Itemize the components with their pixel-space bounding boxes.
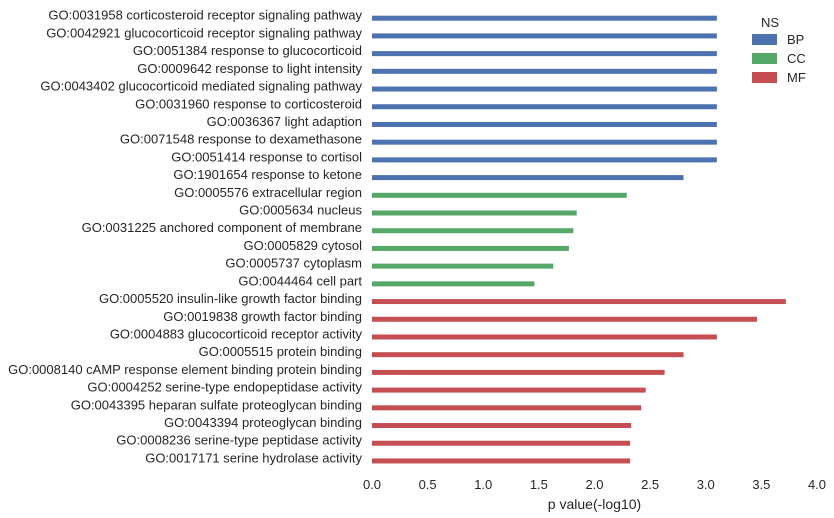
legend-swatch [752,53,777,64]
y-tick-label: GO:0017171 serine hydrolase activity [145,450,362,465]
bar [372,51,717,57]
x-tick-label: 3.5 [752,477,770,492]
x-tick-label: 4.0 [808,477,826,492]
legend-label: CC [787,51,806,66]
y-tick-label: GO:0008236 serine-type peptidase activit… [116,433,362,448]
y-tick-label: GO:0031225 anchored component of membran… [82,220,362,235]
x-tick-label: 2.0 [585,477,603,492]
bar [372,33,717,39]
y-tick-label: GO:1901654 response to ketone [173,167,362,182]
bar [372,245,569,251]
legend-title: NS [761,15,779,30]
bar [372,121,717,127]
y-tick-labels: GO:0031958 corticosteroid receptor signa… [8,8,362,466]
y-tick-label: GO:0005737 cytoplasm [225,256,362,271]
y-tick-label: GO:0008140 cAMP response element binding… [8,362,362,377]
x-tick-label: 3.0 [697,477,715,492]
bar [372,405,642,411]
x-tick-label: 0.0 [363,477,381,492]
y-tick-label: GO:0043402 glucocorticoid mediated signa… [40,79,362,94]
bar [372,440,631,446]
bars-layer [372,15,786,464]
bar [372,139,717,145]
bar [372,352,684,358]
bar [372,175,684,181]
y-tick-label: GO:0009642 response to light intensity [137,61,362,76]
bar [372,334,717,340]
legend-label: BP [787,32,804,47]
y-tick-label: GO:0005829 cytosol [243,238,362,253]
bar [372,15,717,21]
y-tick-label: GO:0044464 cell part [238,273,362,288]
bar [372,210,577,216]
x-tick-labels: 0.0 0.5 1.0 1.5 2.0 2.5 3.0 3.5 4.0 [363,477,826,492]
bar [372,86,717,92]
legend-label: MF [787,70,806,85]
y-tick-label: GO:0005634 nucleus [239,203,362,218]
legend-swatch [752,72,777,83]
bar [372,192,627,198]
y-tick-label: GO:0005515 protein binding [199,344,362,359]
bar [372,458,631,464]
bar [372,68,717,74]
y-tick-label: GO:0005576 extracellular region [174,185,362,200]
y-tick-label: GO:0004883 glucocorticoid receptor activ… [110,326,363,341]
legend-swatch [752,34,777,45]
bar [372,157,717,163]
bar [372,228,574,234]
y-tick-label: GO:0031958 corticosteroid receptor signa… [48,8,362,23]
y-tick-label: GO:0004252 serine-type endopeptidase act… [87,380,362,395]
y-tick-label: GO:0071548 response to dexamethasone [120,132,362,147]
bar [372,104,717,110]
y-tick-label: GO:0043395 heparan sulfate proteoglycan … [71,397,362,412]
bar [372,387,646,393]
legend-entries: BP CC MF [752,32,806,85]
x-tick-label: 2.5 [641,477,659,492]
x-axis-label: p value(-log10) [548,496,641,512]
bar [372,299,786,305]
bar [372,281,535,287]
bar [372,316,757,322]
y-tick-label: GO:0031960 response to corticosteroid [135,96,362,111]
y-tick-label: GO:0036367 light adaption [207,114,362,129]
y-tick-label: GO:0043394 proteoglycan binding [164,415,362,430]
x-tick-label: 1.0 [474,477,492,492]
x-tick-label: 0.5 [419,477,437,492]
y-tick-label: GO:0019838 growth factor binding [163,309,362,324]
y-tick-label: GO:0051414 response to cortisol [171,149,362,164]
x-tick-label: 1.5 [530,477,548,492]
y-tick-label: GO:0051384 response to glucocorticoid [133,43,362,58]
bar [372,263,554,269]
y-tick-label: GO:0042921 glucocorticoid receptor signa… [46,25,362,40]
bar [372,369,665,375]
legend: NS BP CC MF [752,15,806,85]
y-tick-label: GO:0005520 insulin-like growth factor bi… [99,291,362,306]
bar [372,423,632,429]
